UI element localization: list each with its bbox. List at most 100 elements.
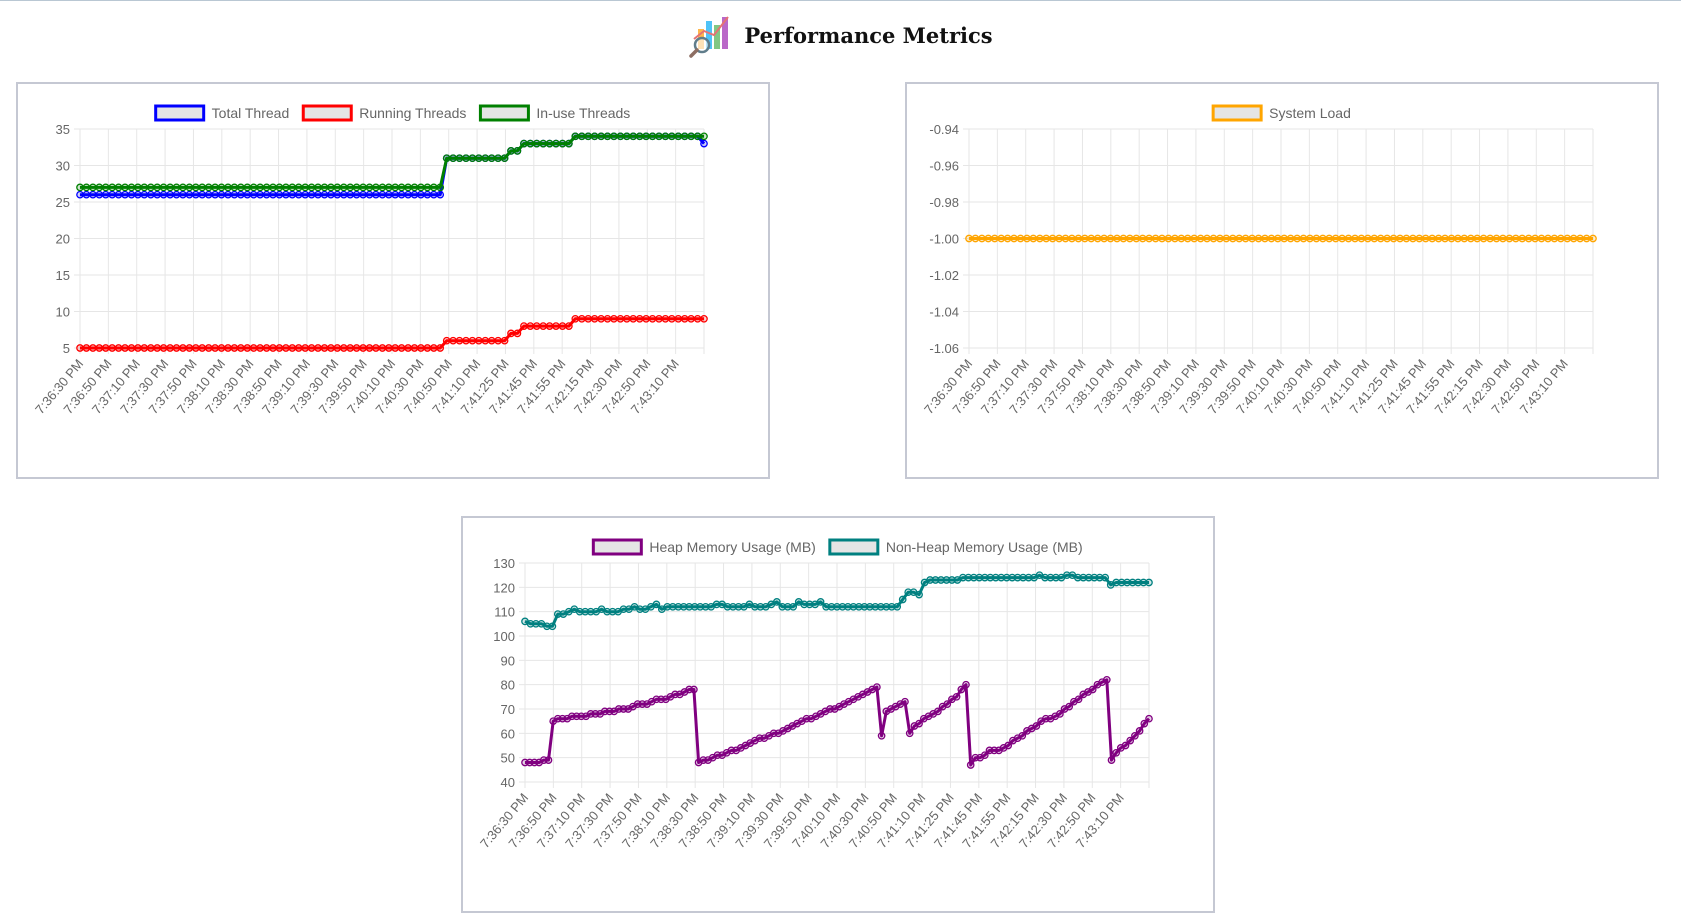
data-point[interactable] bbox=[898, 595, 907, 604]
data-point[interactable] bbox=[1145, 578, 1153, 587]
data-point[interactable] bbox=[1409, 234, 1417, 243]
data-point[interactable] bbox=[520, 322, 528, 330]
data-point[interactable] bbox=[642, 314, 650, 323]
data-point[interactable] bbox=[500, 336, 509, 345]
data-point[interactable] bbox=[487, 154, 496, 163]
data-point[interactable] bbox=[838, 602, 847, 611]
data-point[interactable] bbox=[964, 573, 973, 582]
data-point[interactable] bbox=[756, 602, 765, 611]
data-point[interactable] bbox=[378, 190, 387, 199]
data-point[interactable] bbox=[526, 322, 535, 330]
data-point[interactable] bbox=[1164, 234, 1173, 243]
data-point[interactable] bbox=[1113, 234, 1121, 243]
data-point[interactable] bbox=[269, 344, 277, 352]
data-point[interactable] bbox=[1312, 234, 1321, 243]
data-point[interactable] bbox=[230, 183, 239, 192]
data-point[interactable] bbox=[410, 190, 419, 199]
data-point[interactable] bbox=[198, 190, 207, 199]
data-point[interactable] bbox=[558, 139, 567, 148]
data-point[interactable] bbox=[327, 183, 335, 192]
data-point[interactable] bbox=[635, 314, 644, 323]
data-point[interactable] bbox=[1004, 741, 1013, 750]
data-point[interactable] bbox=[127, 344, 136, 352]
data-point[interactable] bbox=[114, 190, 123, 199]
data-point[interactable] bbox=[687, 314, 695, 323]
data-point[interactable] bbox=[153, 344, 162, 352]
data-point[interactable] bbox=[1090, 573, 1099, 582]
data-point[interactable] bbox=[558, 322, 567, 330]
data-point[interactable] bbox=[571, 132, 580, 141]
data-point[interactable] bbox=[1473, 234, 1482, 243]
data-point[interactable] bbox=[204, 344, 213, 352]
data-point[interactable] bbox=[224, 190, 232, 199]
data-point[interactable] bbox=[146, 183, 155, 192]
data-point[interactable] bbox=[539, 139, 548, 148]
data-point[interactable] bbox=[1010, 234, 1018, 243]
data-point[interactable] bbox=[1171, 234, 1179, 243]
data-point[interactable] bbox=[1008, 573, 1017, 582]
data-point[interactable] bbox=[494, 154, 502, 163]
data-point[interactable] bbox=[429, 190, 438, 199]
data-point[interactable] bbox=[965, 234, 973, 243]
data-point[interactable] bbox=[365, 190, 374, 199]
data-point[interactable] bbox=[1046, 573, 1055, 582]
data-point[interactable] bbox=[1228, 234, 1237, 243]
data-point[interactable] bbox=[185, 190, 194, 199]
data-point[interactable] bbox=[101, 183, 110, 192]
data-point[interactable] bbox=[1325, 234, 1334, 243]
data-point[interactable] bbox=[532, 619, 540, 628]
data-point[interactable] bbox=[243, 344, 252, 352]
data-point[interactable] bbox=[661, 314, 670, 323]
data-point[interactable] bbox=[1454, 234, 1462, 243]
data-point[interactable] bbox=[1428, 234, 1437, 243]
data-point[interactable] bbox=[404, 190, 412, 199]
data-point[interactable] bbox=[571, 314, 580, 323]
data-point[interactable] bbox=[1132, 234, 1141, 243]
data-point[interactable] bbox=[153, 183, 162, 192]
data-point[interactable] bbox=[616, 314, 625, 323]
data-point[interactable] bbox=[146, 344, 155, 352]
data-point[interactable] bbox=[1370, 234, 1379, 243]
data-point[interactable] bbox=[262, 190, 271, 199]
data-point[interactable] bbox=[622, 314, 631, 323]
data-point[interactable] bbox=[668, 602, 677, 611]
data-point[interactable] bbox=[690, 685, 698, 694]
data-point[interactable] bbox=[674, 602, 683, 611]
data-point[interactable] bbox=[89, 344, 97, 352]
data-point[interactable] bbox=[544, 756, 553, 764]
data-point[interactable] bbox=[1421, 234, 1430, 243]
data-point[interactable] bbox=[468, 336, 477, 345]
data-point[interactable] bbox=[95, 190, 104, 199]
data-point[interactable] bbox=[314, 183, 322, 192]
data-point[interactable] bbox=[397, 344, 406, 352]
data-point[interactable] bbox=[680, 314, 689, 323]
data-point[interactable] bbox=[1135, 727, 1144, 735]
data-point[interactable] bbox=[204, 183, 213, 192]
data-point[interactable] bbox=[1396, 234, 1404, 243]
data-point[interactable] bbox=[191, 190, 200, 199]
data-point[interactable] bbox=[82, 344, 91, 352]
data-point[interactable] bbox=[696, 602, 705, 611]
data-point[interactable] bbox=[1569, 234, 1578, 243]
data-point[interactable] bbox=[553, 610, 562, 618]
data-point[interactable] bbox=[1518, 234, 1527, 243]
data-point[interactable] bbox=[783, 602, 792, 611]
data-point[interactable] bbox=[346, 344, 355, 352]
data-point[interactable] bbox=[134, 183, 142, 192]
data-point[interactable] bbox=[629, 314, 638, 323]
data-point[interactable] bbox=[687, 132, 695, 141]
data-point[interactable] bbox=[1073, 573, 1082, 582]
data-point[interactable] bbox=[1131, 731, 1139, 740]
data-point[interactable] bbox=[172, 190, 181, 199]
data-point[interactable] bbox=[1563, 234, 1572, 243]
data-point[interactable] bbox=[249, 183, 258, 192]
data-point[interactable] bbox=[648, 132, 657, 141]
data-point[interactable] bbox=[217, 183, 226, 192]
data-point[interactable] bbox=[1003, 234, 1012, 243]
data-point[interactable] bbox=[1074, 234, 1083, 243]
data-point[interactable] bbox=[712, 600, 721, 609]
data-point[interactable] bbox=[1158, 234, 1166, 243]
data-point[interactable] bbox=[1102, 675, 1111, 684]
data-point[interactable] bbox=[986, 573, 995, 582]
data-point[interactable] bbox=[608, 607, 617, 616]
